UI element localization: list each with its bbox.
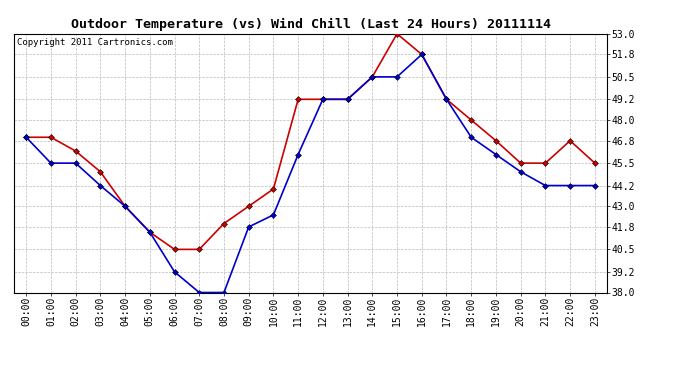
Text: Copyright 2011 Cartronics.com: Copyright 2011 Cartronics.com (17, 38, 172, 46)
Title: Outdoor Temperature (vs) Wind Chill (Last 24 Hours) 20111114: Outdoor Temperature (vs) Wind Chill (Las… (70, 18, 551, 31)
